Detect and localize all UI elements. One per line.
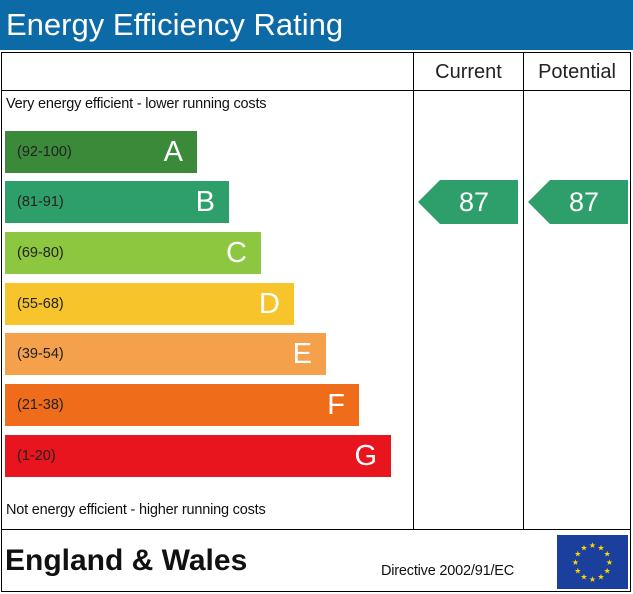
region-label: England & Wales	[5, 544, 248, 577]
eu-star-icon: ★	[574, 567, 581, 576]
potential-rating-arrow: 87	[528, 180, 628, 224]
column-current: Current	[435, 61, 502, 83]
efficient-note: Very energy efficient - lower running co…	[6, 96, 267, 112]
potential-rating-value: 87	[568, 187, 600, 217]
column-potential: Potential	[538, 61, 616, 83]
band-range: (39-54)	[17, 346, 64, 362]
eu-star-icon: ★	[604, 567, 611, 576]
band-range: (81-91)	[17, 194, 64, 210]
eu-star-icon: ★	[572, 558, 579, 567]
header-bar: Energy Efficiency Rating	[0, 0, 633, 50]
band-g: (1-20) G	[5, 435, 391, 477]
header-divider	[1, 90, 631, 91]
band-range: (92-100)	[17, 144, 72, 160]
band-letter: G	[354, 440, 377, 472]
band-letter: D	[259, 288, 280, 320]
band-range: (55-68)	[17, 296, 64, 312]
band-range: (21-38)	[17, 397, 64, 413]
band-range: (69-80)	[17, 245, 64, 261]
eu-star-icon: ★	[604, 550, 611, 559]
band-letter: F	[327, 389, 345, 421]
eu-star-icon: ★	[589, 575, 596, 584]
divider-current	[413, 52, 414, 530]
rating-frame	[1, 52, 631, 592]
band-a: (92-100) A	[5, 131, 197, 173]
band-b: (81-91) B	[5, 181, 229, 223]
band-f: (21-38) F	[5, 384, 359, 426]
eu-star-icon: ★	[597, 543, 604, 552]
band-e: (39-54) E	[5, 333, 326, 375]
band-letter: C	[226, 237, 247, 269]
eu-star-icon: ★	[580, 543, 587, 552]
page-title: Energy Efficiency Rating	[6, 7, 344, 42]
eu-star-icon: ★	[597, 573, 604, 582]
eu-star-icon: ★	[580, 573, 587, 582]
band-c: (69-80) C	[5, 232, 261, 274]
inefficient-note: Not energy efficient - higher running co…	[6, 502, 266, 518]
footer-divider	[1, 529, 631, 530]
eu-star-icon: ★	[589, 541, 596, 550]
current-rating-value: 87	[458, 187, 490, 217]
eu-star-icon: ★	[574, 550, 581, 559]
band-range: (1-20)	[17, 448, 56, 464]
current-rating-arrow: 87	[418, 180, 518, 224]
divider-potential	[523, 52, 524, 530]
band-d: (55-68) D	[5, 283, 294, 325]
eu-flag-icon: ★ ★ ★ ★ ★ ★ ★ ★ ★ ★ ★ ★	[557, 535, 628, 589]
band-letter: A	[163, 136, 183, 168]
band-letter: B	[195, 186, 215, 218]
band-letter: E	[292, 338, 312, 370]
directive-label: Directive 2002/91/EC	[381, 563, 515, 579]
eu-star-icon: ★	[606, 558, 613, 567]
